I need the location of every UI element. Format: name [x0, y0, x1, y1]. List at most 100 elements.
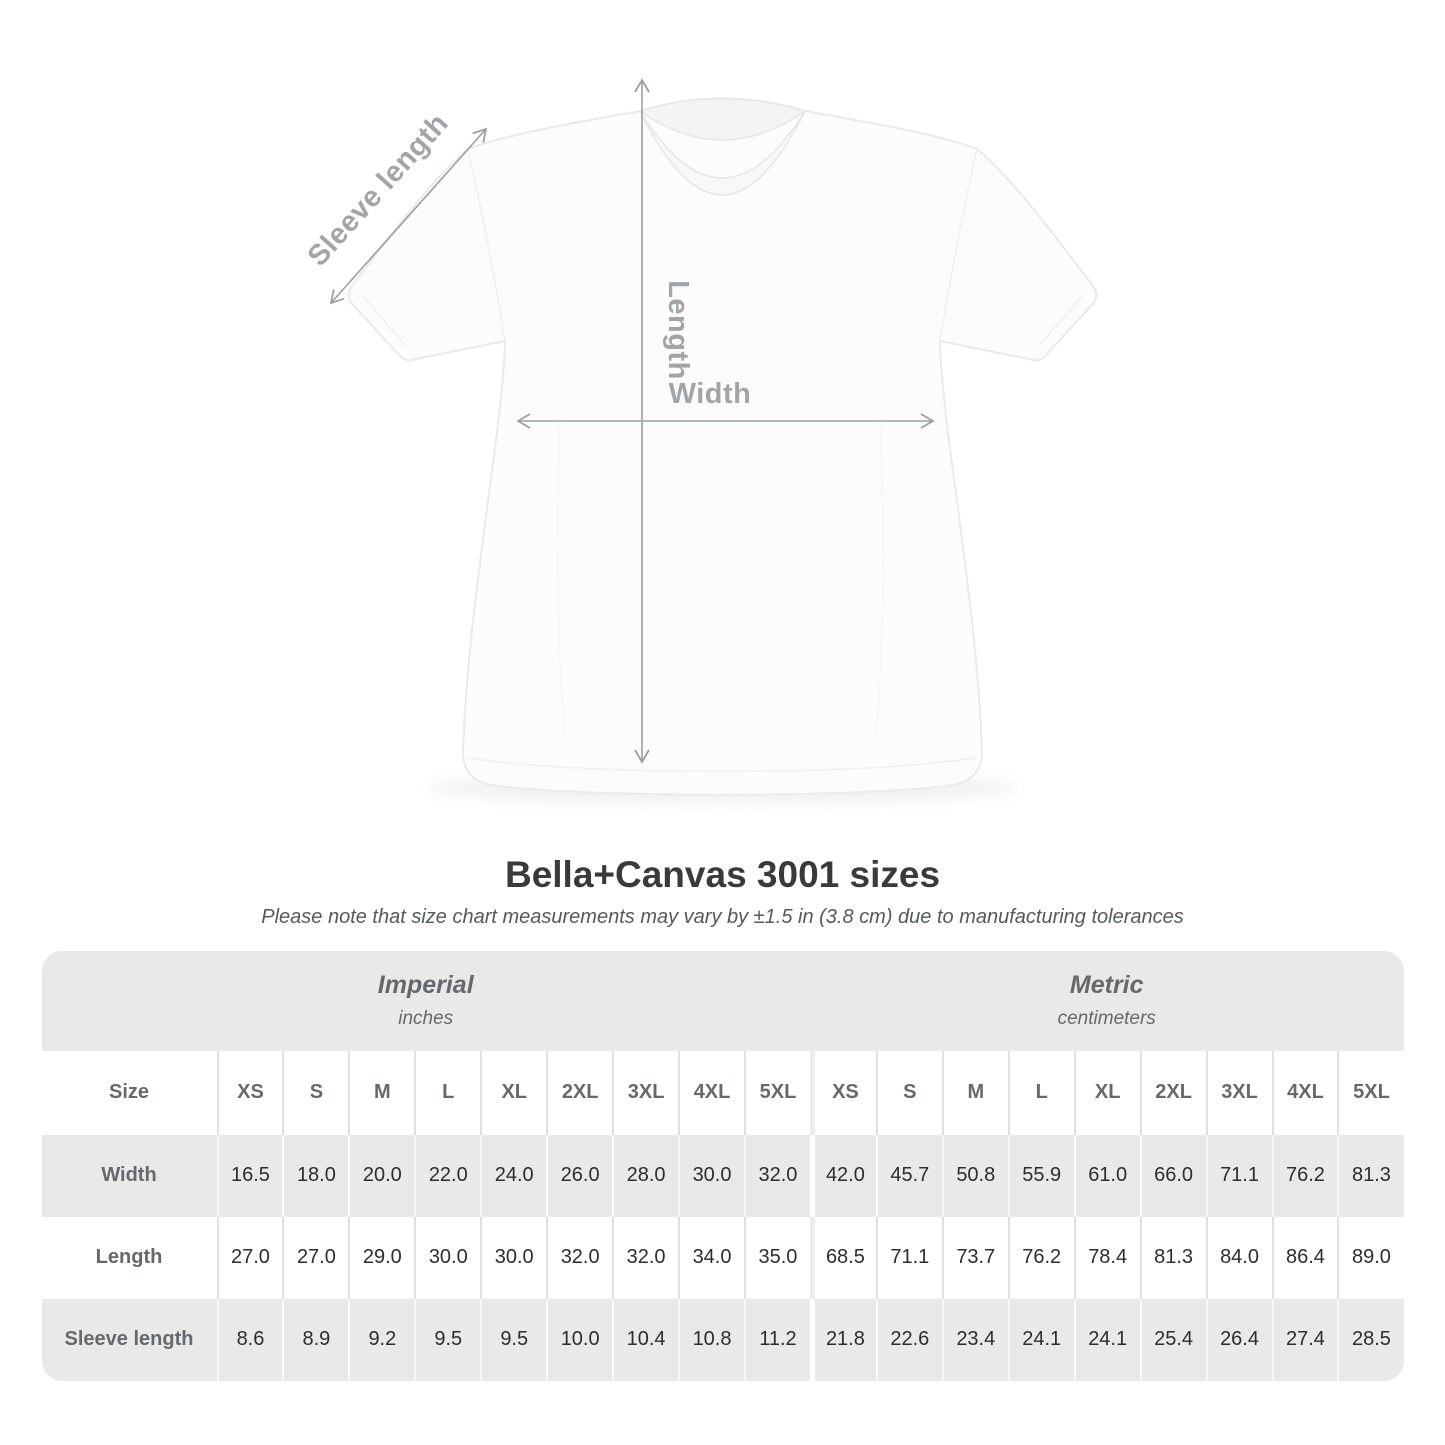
value-cell: 28.5	[1337, 1298, 1403, 1381]
imperial-label: Imperial	[377, 971, 474, 1000]
value-cell: 24.1	[1007, 1298, 1074, 1381]
value-cell: 50.8	[941, 1134, 1008, 1217]
value-cell: 73.7	[941, 1216, 1008, 1299]
value-cell: 71.1	[1205, 1134, 1272, 1217]
value-cell: 68.5	[809, 1216, 876, 1299]
value-cell: 22.0	[414, 1134, 480, 1217]
size-header-label: Size	[108, 1081, 150, 1104]
value-cell: 24.0	[480, 1134, 546, 1217]
value-cell: 84.0	[1205, 1216, 1272, 1299]
measurement-arrows	[329, 78, 935, 764]
size-col-header: XL	[480, 1050, 546, 1135]
value-cell: 25.4	[1139, 1298, 1206, 1381]
size-col-header: L	[1007, 1050, 1074, 1135]
value-cell: 86.4	[1271, 1216, 1338, 1299]
value-cell: 26.0	[546, 1134, 612, 1217]
value-cell: 61.0	[1073, 1134, 1140, 1217]
value-cell: 71.1	[875, 1216, 942, 1299]
value-cell: 76.2	[1271, 1134, 1338, 1217]
metric-unit: centimeters	[1057, 1008, 1156, 1030]
row-label: Sleeve length	[64, 1328, 194, 1351]
value-cell: 45.7	[875, 1134, 942, 1217]
size-col-header: L	[414, 1050, 480, 1135]
value-cell: 89.0	[1337, 1216, 1403, 1299]
metric-group-header: Metric centimeters	[809, 950, 1404, 1051]
tshirt-body	[347, 97, 1098, 796]
size-col-header: M	[348, 1050, 414, 1135]
row-label: Width	[101, 1164, 157, 1187]
value-cell: 10.4	[612, 1298, 678, 1381]
value-cell: 9.5	[480, 1298, 546, 1381]
unit-group-row: Imperial inches Metric centimeters	[41, 950, 1404, 1051]
tshirt-diagram: Sleeve length Length Width	[302, 78, 1098, 804]
size-col-header: 5XL	[1337, 1050, 1403, 1135]
value-cell: 28.0	[612, 1134, 678, 1217]
value-cell: 11.2	[744, 1298, 810, 1381]
size-col-header: M	[941, 1050, 1008, 1135]
size-col-header: 2XL	[546, 1050, 612, 1135]
value-cell: 27.0	[282, 1216, 348, 1299]
collar-band	[639, 110, 806, 196]
shirt-seams	[361, 148, 1084, 773]
value-cell: 27.0	[216, 1216, 283, 1299]
value-cell: 20.0	[348, 1134, 414, 1217]
size-col-header: S	[875, 1050, 942, 1135]
value-cell: 9.5	[414, 1298, 480, 1381]
value-cell: 21.8	[809, 1298, 876, 1381]
size-col-header: 2XL	[1139, 1050, 1206, 1135]
size-col-header: S	[282, 1050, 348, 1135]
size-col-header: 3XL	[1205, 1050, 1272, 1135]
value-cell: 16.5	[216, 1134, 283, 1217]
value-cell: 34.0	[678, 1216, 744, 1299]
value-cell: 18.0	[282, 1134, 348, 1217]
value-cell: 10.8	[678, 1298, 744, 1381]
size-col-header: 4XL	[1271, 1050, 1338, 1135]
size-col-header: 5XL	[744, 1050, 810, 1135]
value-cell: 8.6	[216, 1298, 283, 1381]
value-cell: 32.0	[744, 1134, 810, 1217]
value-cell: 81.3	[1337, 1134, 1403, 1217]
imperial-unit: inches	[398, 1008, 454, 1030]
size-table-grid: Imperial inches Metric centimeters Size …	[41, 950, 1404, 1381]
value-cell: 30.0	[414, 1216, 480, 1299]
sleeve-length-arrow	[329, 127, 488, 305]
row-label: Length	[95, 1246, 163, 1269]
size-col-header: 4XL	[678, 1050, 744, 1135]
metric-label: Metric	[1069, 971, 1144, 1000]
heading-block: Bella+Canvas 3001 sizes Please note that…	[0, 854, 1445, 929]
page-title: Bella+Canvas 3001 sizes	[504, 854, 941, 895]
width-label: Width	[669, 378, 752, 410]
size-col-header: 3XL	[612, 1050, 678, 1135]
value-cell: 8.9	[282, 1298, 348, 1381]
page-subtitle: Please note that size chart measurements…	[261, 905, 1184, 928]
table-row-width: Width 16.5 18.0 20.0 22.0 24.0 26.0 28.0…	[41, 1134, 1404, 1217]
value-cell: 76.2	[1007, 1216, 1074, 1299]
value-cell: 55.9	[1007, 1134, 1074, 1217]
value-cell: 32.0	[546, 1216, 612, 1299]
value-cell: 29.0	[348, 1216, 414, 1299]
value-cell: 32.0	[612, 1216, 678, 1299]
value-cell: 9.2	[348, 1298, 414, 1381]
value-cell: 22.6	[875, 1298, 942, 1381]
size-col-header: XS	[216, 1050, 283, 1135]
table-row-sleeve-length: Sleeve length 8.6 8.9 9.2 9.5 9.5 10.0 1…	[41, 1298, 1404, 1381]
size-table: Imperial inches Metric centimeters Size …	[41, 950, 1404, 1381]
value-cell: 78.4	[1073, 1216, 1140, 1299]
table-row-length: Length 27.0 27.0 29.0 30.0 30.0 32.0 32.…	[41, 1216, 1404, 1299]
value-cell: 81.3	[1139, 1216, 1206, 1299]
size-col-header: XL	[1073, 1050, 1140, 1135]
value-cell: 23.4	[941, 1298, 1008, 1381]
value-cell: 35.0	[744, 1216, 810, 1299]
value-cell: 26.4	[1205, 1298, 1272, 1381]
length-label: Length	[662, 280, 694, 380]
value-cell: 66.0	[1139, 1134, 1206, 1217]
value-cell: 42.0	[809, 1134, 876, 1217]
value-cell: 27.4	[1271, 1298, 1338, 1381]
value-cell: 10.0	[546, 1298, 612, 1381]
size-col-header: XS	[809, 1050, 876, 1135]
imperial-group-header: Imperial inches	[41, 950, 810, 1051]
value-cell: 24.1	[1073, 1298, 1140, 1381]
size-header-row: Size XS S M L XL 2XL 3XL 4XL 5XL XS S M …	[41, 1050, 1404, 1135]
value-cell: 30.0	[678, 1134, 744, 1217]
